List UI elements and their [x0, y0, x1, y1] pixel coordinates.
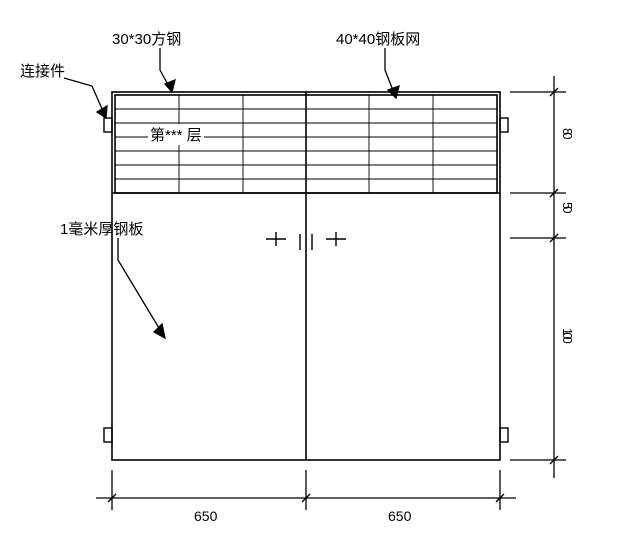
- diagram-canvas: 30*30方钢 40*40钢板网 连接件 第*** 层 1毫米厚钢板 650 6…: [0, 0, 640, 544]
- label-floor: 第*** 层: [148, 124, 204, 145]
- dim-right-bottom: 100: [560, 328, 575, 341]
- label-top-square-steel: 30*30方钢: [112, 28, 181, 49]
- dim-bottom-right: 650: [388, 508, 411, 524]
- dim-right-top: 80: [560, 128, 575, 136]
- label-connector: 连接件: [20, 60, 65, 81]
- dim-right-mid: 50: [560, 202, 575, 210]
- drawing-svg: [0, 0, 640, 544]
- label-steel-plate: 1毫米厚钢板: [60, 218, 143, 239]
- dim-bottom-left: 650: [194, 508, 217, 524]
- label-top-mesh-plate: 40*40钢板网: [336, 28, 420, 49]
